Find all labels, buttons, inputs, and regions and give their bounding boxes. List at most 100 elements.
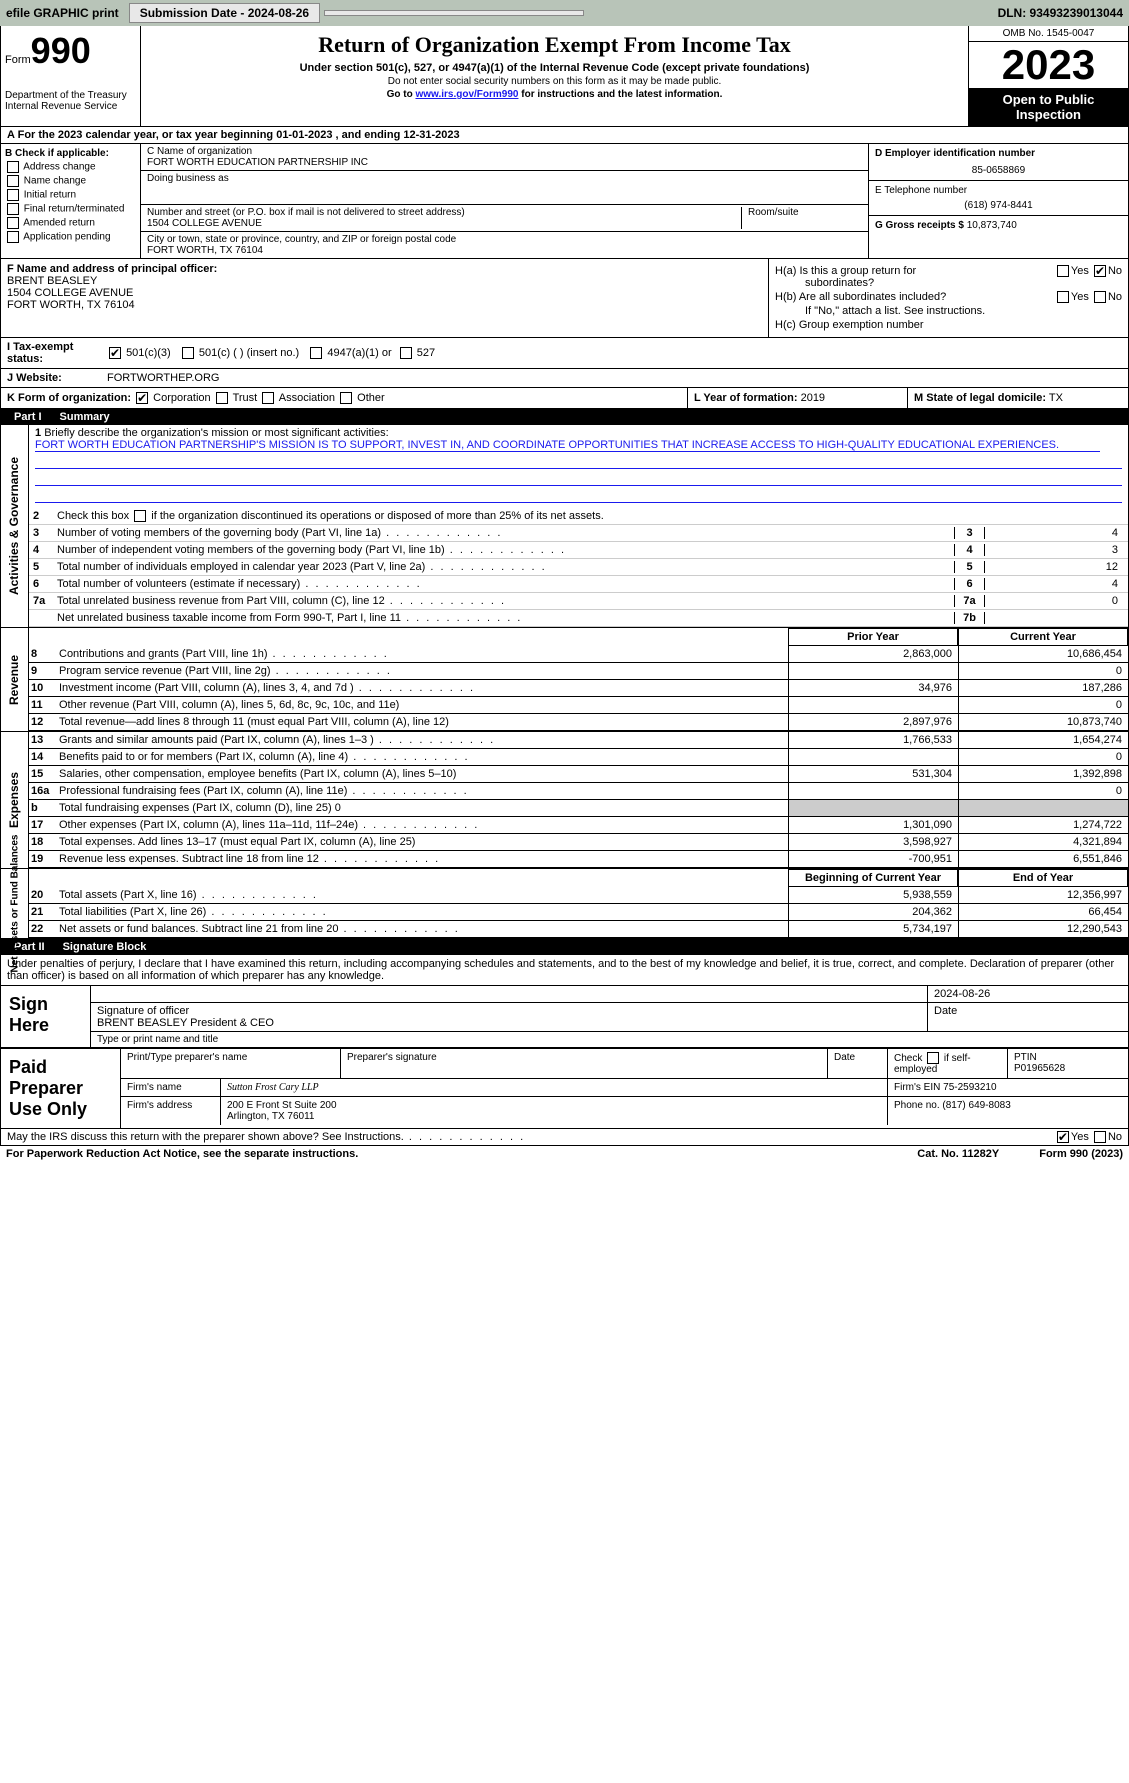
fh-row: F Name and address of principal officer:… xyxy=(0,259,1129,338)
c-dba: Doing business as xyxy=(141,171,868,205)
cb-name[interactable]: Name change xyxy=(5,175,136,187)
firm-name: Sutton Frost Cary LLP xyxy=(221,1079,888,1096)
line-18: 18Total expenses. Add lines 13–17 (must … xyxy=(29,834,1128,851)
perjury-text: Under penalties of perjury, I declare th… xyxy=(0,955,1129,986)
mission-q: Briefly describe the organization's miss… xyxy=(44,427,388,439)
omb: OMB No. 1545-0047 xyxy=(969,26,1128,42)
efile-label: efile GRAPHIC print xyxy=(6,6,119,20)
c-name-label: C Name of organization xyxy=(147,146,862,157)
dln: DLN: 93493239013044 xyxy=(998,6,1123,20)
f-officer: F Name and address of principal officer:… xyxy=(1,259,768,337)
line-11: 11Other revenue (Part VIII, column (A), … xyxy=(29,697,1128,714)
f-label: F Name and address of principal officer: xyxy=(7,263,762,275)
cb-501c[interactable] xyxy=(182,347,194,359)
g-receipts: G Gross receipts $ 10,873,740 xyxy=(869,216,1128,235)
cb-527[interactable] xyxy=(400,347,412,359)
line-16a: 16aProfessional fundraising fees (Part I… xyxy=(29,783,1128,800)
line-15: 15Salaries, other compensation, employee… xyxy=(29,766,1128,783)
phone-label: E Telephone number xyxy=(875,185,1122,196)
sig-officer-label: Signature of officer xyxy=(97,1005,189,1017)
addr-label: Number and street (or P.O. box if mail i… xyxy=(147,207,741,218)
cb-trust[interactable] xyxy=(216,392,228,404)
cb-final[interactable]: Final return/terminated xyxy=(5,203,136,215)
bottom-row: For Paperwork Reduction Act Notice, see … xyxy=(0,1146,1129,1162)
line-14: 14Benefits paid to or for members (Part … xyxy=(29,749,1128,766)
cb-app[interactable]: Application pending xyxy=(5,231,136,243)
mission-text: FORT WORTH EDUCATION PARTNERSHIP'S MISSI… xyxy=(35,439,1100,452)
c-city: City or town, state or province, country… xyxy=(141,232,868,258)
date-label: Date xyxy=(928,1003,1128,1031)
firm-addr2: Arlington, TX 76011 xyxy=(227,1111,314,1122)
firm-phone: (817) 649-8083 xyxy=(942,1100,1010,1111)
cb-other[interactable] xyxy=(340,392,352,404)
e-phone: E Telephone number (618) 974-8441 xyxy=(869,181,1128,216)
form-footer: Form 990 (2023) xyxy=(1039,1148,1123,1160)
cb-corp[interactable] xyxy=(136,392,148,404)
cb-addr[interactable]: Address change xyxy=(5,161,136,173)
cb-init[interactable]: Initial return xyxy=(5,189,136,201)
section-a: A For the 2023 calendar year, or tax yea… xyxy=(0,127,1129,144)
col-de: D Employer identification number 85-0658… xyxy=(868,144,1128,258)
line-13: 13Grants and similar amounts paid (Part … xyxy=(29,732,1128,749)
sign-here-label: Sign Here xyxy=(1,986,91,1047)
paperwork-notice: For Paperwork Reduction Act Notice, see … xyxy=(6,1148,358,1160)
line-10: 10Investment income (Part VIII, column (… xyxy=(29,680,1128,697)
gov-section: Activities & Governance 1 Briefly descri… xyxy=(0,425,1129,628)
part2-header: Part II Signature Block xyxy=(0,939,1129,955)
line-12: 12Total revenue—add lines 8 through 11 (… xyxy=(29,714,1128,731)
blank-btn xyxy=(324,10,584,16)
city-val: FORT WORTH, TX 76104 xyxy=(147,245,862,256)
line-8: 8Contributions and grants (Part VIII, li… xyxy=(29,646,1128,663)
cb-501c3[interactable] xyxy=(109,347,121,359)
submission-date: Submission Date - 2024-08-26 xyxy=(129,3,320,23)
ein-label: D Employer identification number xyxy=(875,148,1122,159)
phone-val: (618) 974-8441 xyxy=(875,200,1122,211)
line-16b: bTotal fundraising expenses (Part IX, co… xyxy=(29,800,1128,817)
note2-post: for instructions and the latest informat… xyxy=(518,89,722,100)
part1-title: Summary xyxy=(60,411,110,423)
paid-line-3: Firm's address 200 E Front St Suite 200A… xyxy=(121,1097,1128,1125)
cb-4947[interactable] xyxy=(310,347,322,359)
officer-addr2: FORT WORTH, TX 76104 xyxy=(7,299,762,311)
room-label: Room/suite xyxy=(742,207,862,229)
line-7a: 7aTotal unrelated business revenue from … xyxy=(29,593,1128,610)
cb-discuss-yes[interactable] xyxy=(1057,1131,1069,1143)
l-year: L Year of formation: 2019 xyxy=(688,388,908,408)
cb-assoc[interactable] xyxy=(262,392,274,404)
cb-amend[interactable]: Amended return xyxy=(5,217,136,229)
klm-row: K Form of organization: Corporation Trus… xyxy=(0,388,1129,409)
paid-line-1: Print/Type preparer's name Preparer's si… xyxy=(121,1049,1128,1079)
top-bar: efile GRAPHIC print Submission Date - 20… xyxy=(0,0,1129,26)
h-section: H(a) Is this a group return for Yes No s… xyxy=(768,259,1128,337)
irs-link[interactable]: www.irs.gov/Form990 xyxy=(415,89,518,100)
j-val: FORTWORTHEP.ORG xyxy=(107,372,1122,384)
cb-discuss-no[interactable] xyxy=(1094,1131,1106,1143)
line-22: 22Net assets or fund balances. Subtract … xyxy=(29,921,1128,938)
type-label: Type or print name and title xyxy=(91,1032,1128,1047)
tax-year: 2023 xyxy=(969,42,1128,88)
k-form-org: K Form of organization: Corporation Trus… xyxy=(1,388,688,408)
col-c: C Name of organization FORT WORTH EDUCAT… xyxy=(141,144,868,258)
line-19: 19Revenue less expenses. Subtract line 1… xyxy=(29,851,1128,868)
paid-label: Paid Preparer Use Only xyxy=(1,1049,121,1128)
line-7b: Net unrelated business taxable income fr… xyxy=(29,610,1128,627)
public-inspection: Open to Public Inspection xyxy=(969,88,1128,126)
city-label: City or town, state or province, country… xyxy=(147,234,862,245)
i-row: I Tax-exempt status: 501(c)(3) 501(c) ( … xyxy=(0,338,1129,369)
firm-addr1: 200 E Front St Suite 200 xyxy=(227,1100,337,1111)
b-header: B Check if applicable: xyxy=(5,148,136,159)
m-state: M State of legal domicile: TX xyxy=(908,388,1128,408)
line-21: 21Total liabilities (Part X, line 26)204… xyxy=(29,904,1128,921)
j-label: J Website: xyxy=(7,372,107,384)
line-2: 2Check this box if the organization disc… xyxy=(29,508,1128,525)
hb-line: H(b) Are all subordinates included? Yes … xyxy=(775,291,1122,303)
i-label: I Tax-exempt status: xyxy=(7,341,107,365)
sign-date: 2024-08-26 xyxy=(928,986,1128,1002)
line-6: 6Total number of volunteers (estimate if… xyxy=(29,576,1128,593)
gov-side-label: Activities & Governance xyxy=(8,457,22,595)
col-b: B Check if applicable: Address change Na… xyxy=(1,144,141,258)
form-header: Form990 Department of the Treasury Inter… xyxy=(0,26,1129,127)
line-9: 9Program service revenue (Part VIII, lin… xyxy=(29,663,1128,680)
title-box: Return of Organization Exempt From Incom… xyxy=(141,26,968,126)
form-number-box: Form990 Department of the Treasury Inter… xyxy=(1,26,141,126)
